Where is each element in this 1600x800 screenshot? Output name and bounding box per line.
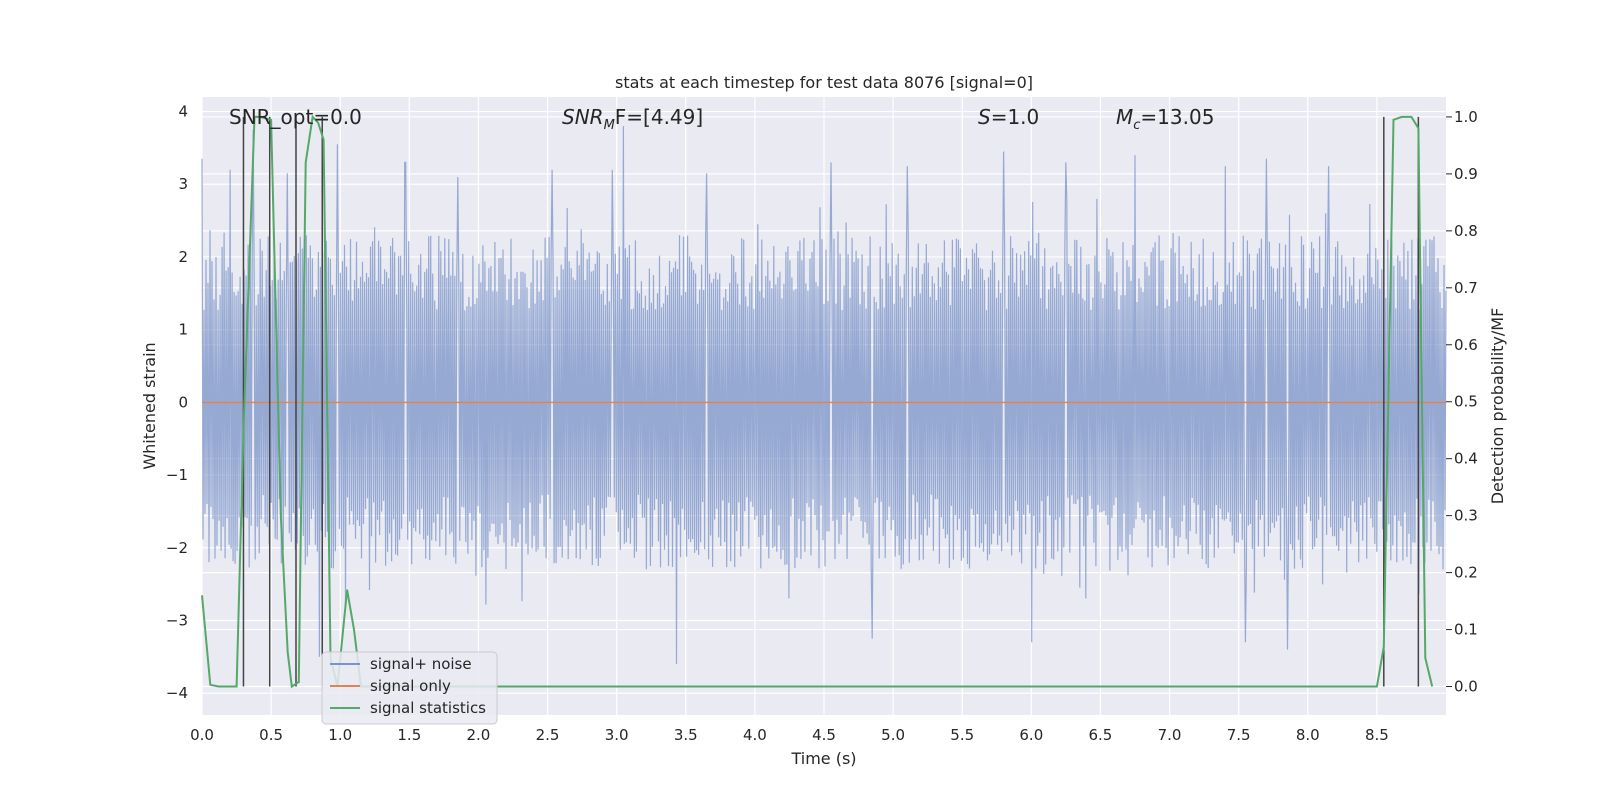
x-tick-label: 7.5 (1227, 726, 1251, 744)
y-tick-label-left: −4 (166, 684, 188, 702)
y-tick-label-left: 0 (178, 393, 188, 411)
x-tick-label: 6.5 (1089, 726, 1113, 744)
y-tick-label-right: 0.2 (1454, 564, 1478, 582)
noise-series (201, 126, 1447, 665)
y-tick-label-right: 0.8 (1454, 222, 1478, 240)
x-tick-label: 1.0 (328, 726, 352, 744)
x-tick-label: 5.0 (881, 726, 905, 744)
x-tick-label: 7.0 (1158, 726, 1182, 744)
noise-trace (201, 126, 1447, 665)
annotation-snr-mf: SNRMF=[4.49] (562, 105, 703, 133)
chart-title: stats at each timestep for test data 807… (615, 73, 1033, 92)
snr-mf-symbol: SNR (562, 105, 604, 129)
x-tick-label: 5.5 (950, 726, 974, 744)
snr-mf-subscript: M (604, 118, 615, 133)
x-tick-label: 8.5 (1365, 726, 1389, 744)
y-axis-label-right: Detection probability/MF (1488, 308, 1507, 505)
y-tick-label-right: 0.1 (1454, 621, 1478, 639)
y-tick-label-left: −2 (166, 539, 188, 557)
y-tick-label-right: 0.4 (1454, 450, 1478, 468)
s-symbol: S (978, 105, 991, 129)
legend-label-signal: signal only (370, 677, 451, 695)
y-tick-label-left: 4 (178, 103, 188, 121)
x-tick-label: 4.5 (812, 726, 836, 744)
y-tick-label-right: 0.9 (1454, 165, 1478, 183)
mc-value: =13.05 (1140, 105, 1214, 129)
legend-label-statistics: signal statistics (370, 699, 486, 717)
mc-subscript: c (1133, 118, 1140, 133)
statistics-series (201, 114, 1434, 689)
y-tick-label-left: 2 (178, 248, 188, 266)
x-tick-label: 8.0 (1296, 726, 1320, 744)
annotation-s: S=1.0 (978, 105, 1039, 129)
annotation-snr-opt: SNR_opt=0.0 (229, 105, 362, 129)
x-tick-label: 2.0 (467, 726, 491, 744)
x-tick-label: 0.0 (190, 726, 214, 744)
y-ticks-left: 4 3 2 1 0 −1 −2 −3 −4 (166, 103, 188, 703)
y-tick-label-right: 0.3 (1454, 507, 1478, 525)
x-ticks: 0.0 0.5 1.0 1.5 2.0 2.5 3.0 3.5 4.0 4.5 5.0 5.5 6.0 6… (190, 726, 1389, 744)
statistics-trace (201, 114, 1434, 689)
snr-mf-value: F=[4.49] (615, 105, 703, 129)
y-tick-label-right: 0.5 (1454, 393, 1478, 411)
x-tick-label: 6.0 (1019, 726, 1043, 744)
mc-symbol: M (1116, 105, 1133, 129)
x-tick-label: 2.5 (536, 726, 560, 744)
annotation-mc: Mc=13.05 (1116, 105, 1214, 133)
x-axis-label: Time (s) (790, 749, 856, 768)
s-value: =1.0 (991, 105, 1040, 129)
vertical-markers (242, 116, 1420, 687)
x-tick-label: 3.0 (605, 726, 629, 744)
y-tick-label-right: 0.7 (1454, 279, 1478, 297)
y-tick-label-right: 0.0 (1454, 678, 1478, 696)
y-tick-label-left: −1 (166, 466, 188, 484)
y-tick-label-left: −3 (166, 611, 188, 629)
y-tick-label-left: 3 (178, 175, 188, 193)
y-tick-label-right: 1.0 (1454, 108, 1478, 126)
y-ticks-right: 1.0 0.9 0.8 0.7 0.6 0.5 0.4 0.3 0.2 0.1 0.0 (1446, 108, 1478, 696)
y-tick-label-left: 1 (178, 321, 188, 339)
x-tick-label: 0.5 (259, 726, 283, 744)
x-tick-label: 4.0 (743, 726, 767, 744)
legend-box (321, 651, 498, 725)
legend: signal+ noise signal only signal statist… (321, 651, 498, 725)
legend-label-noise: signal+ noise (370, 655, 472, 673)
y-tick-label-right: 0.6 (1454, 336, 1478, 354)
x-tick-label: 1.5 (397, 726, 421, 744)
y-axis-label-left: Whitened strain (140, 342, 159, 469)
x-tick-label: 3.5 (674, 726, 698, 744)
